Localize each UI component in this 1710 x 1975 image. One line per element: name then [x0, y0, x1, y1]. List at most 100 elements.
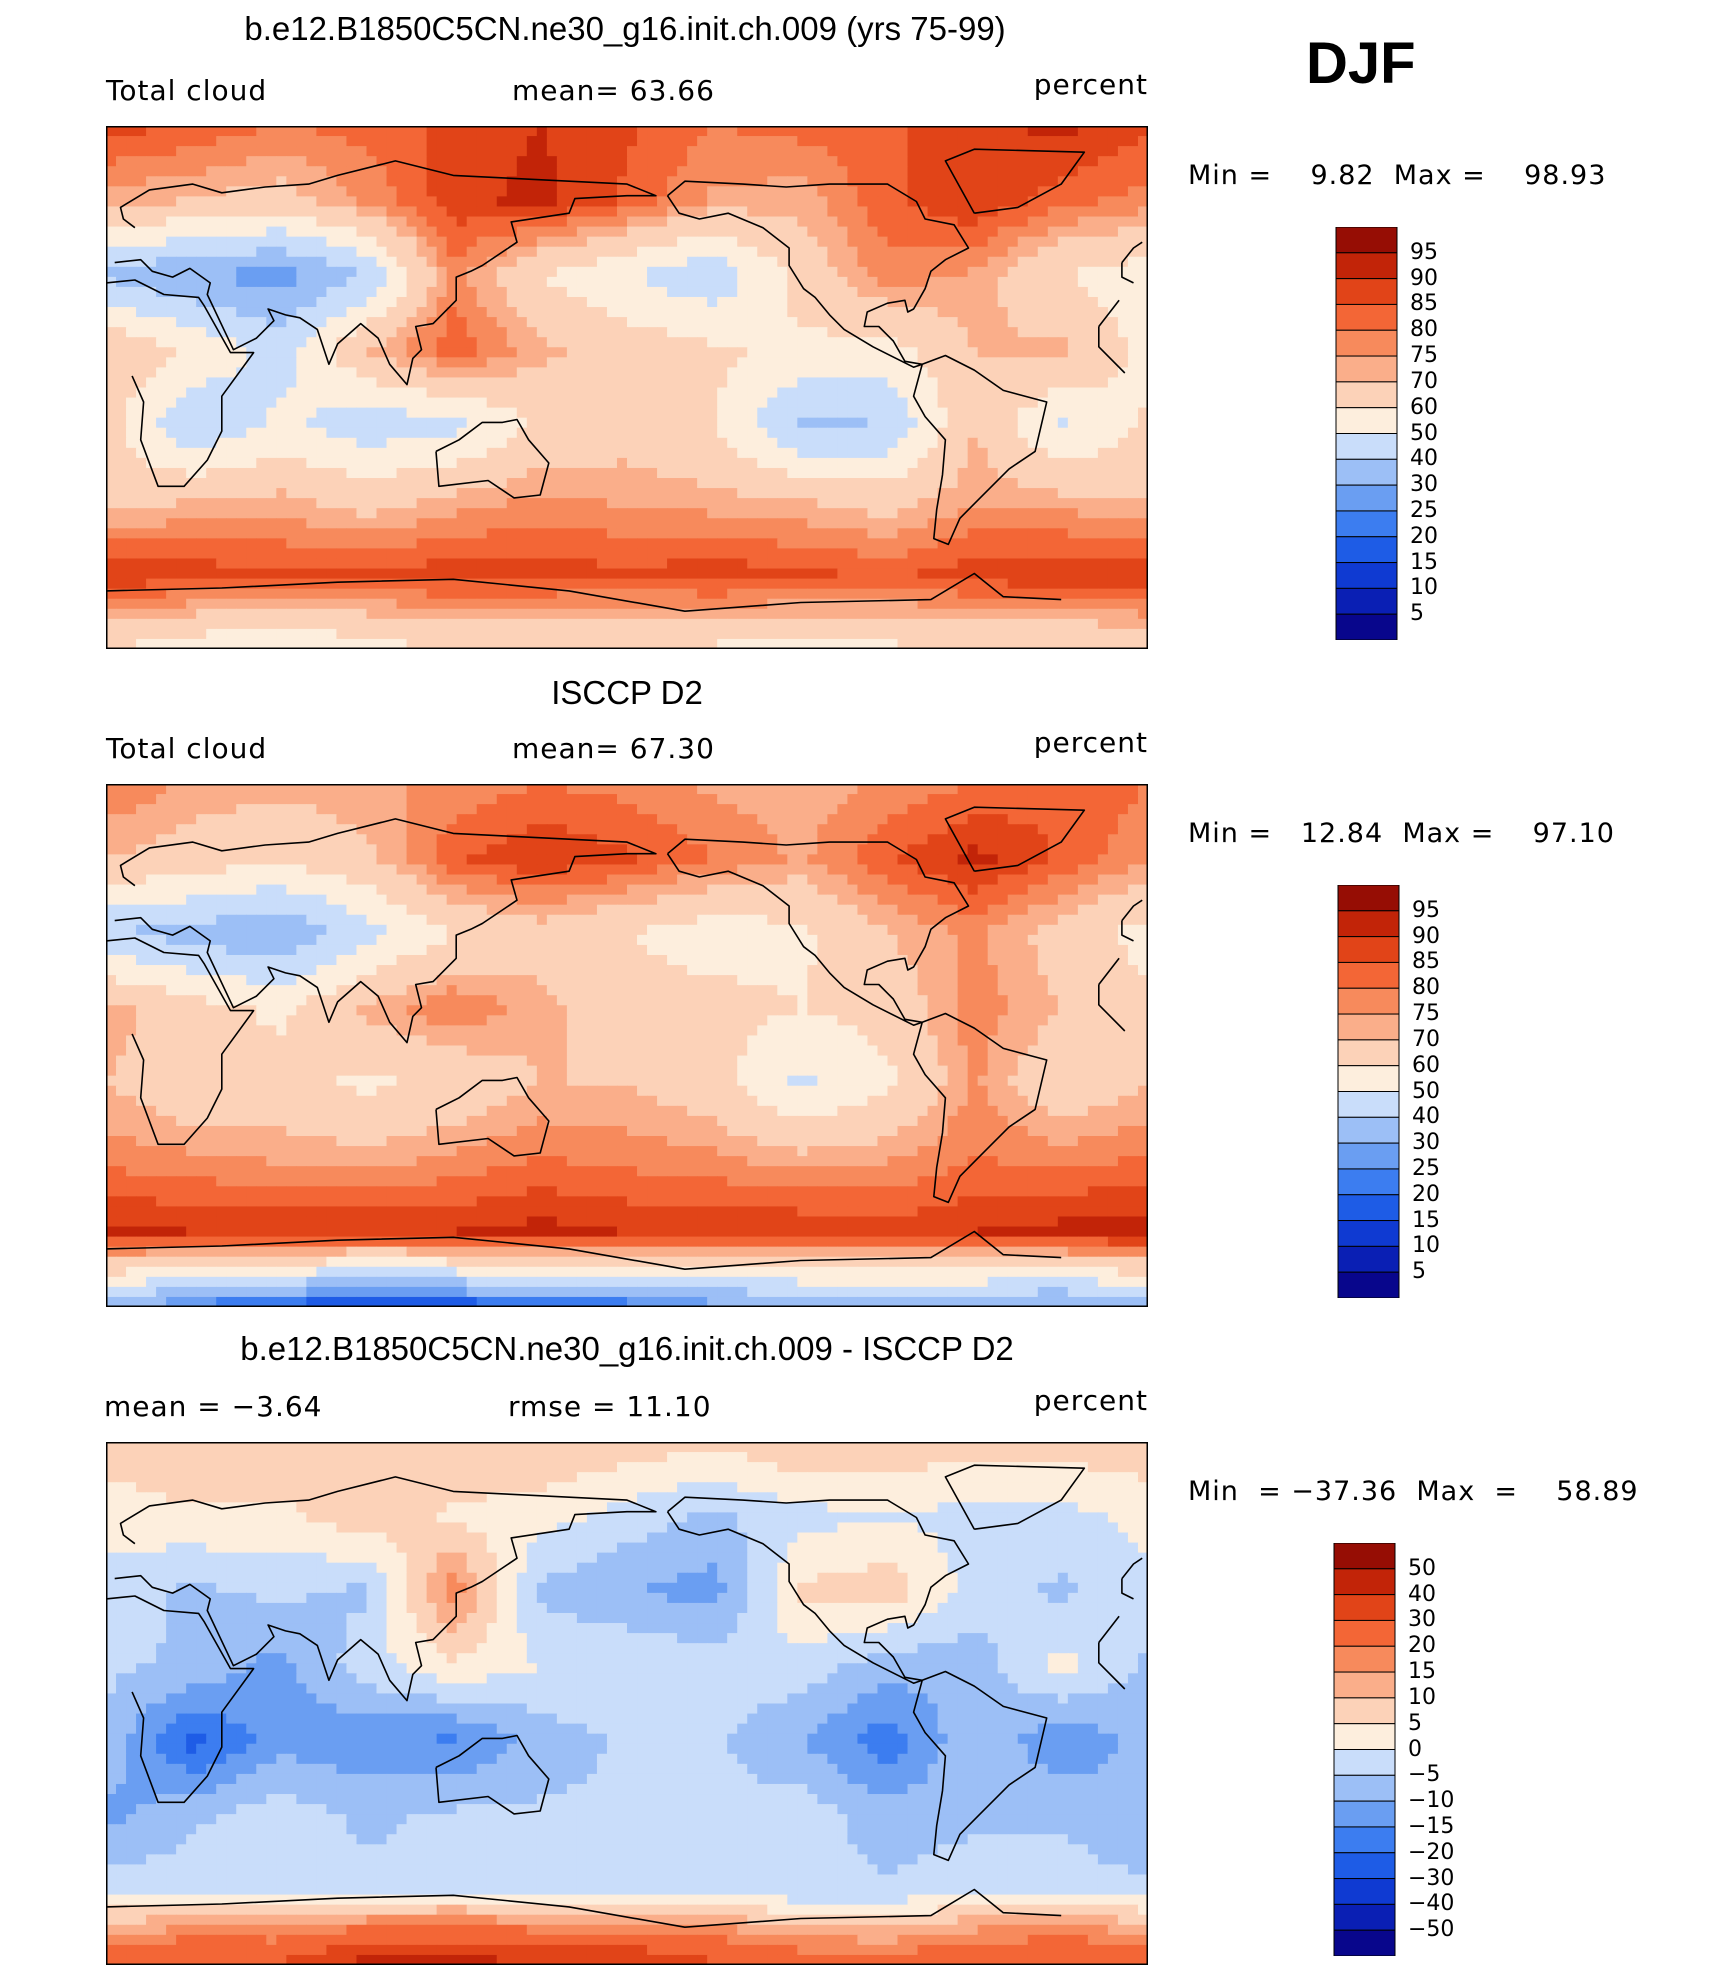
- heatmap-cell: [987, 508, 999, 519]
- heatmap-cell: [136, 256, 147, 268]
- heatmap-cell: [456, 226, 468, 238]
- heatmap-cell: [777, 156, 788, 167]
- heatmap-cell: [556, 166, 568, 177]
- heatmap-cell: [877, 256, 889, 268]
- heatmap-cell: [266, 166, 277, 177]
- heatmap-cell: [947, 206, 959, 218]
- heatmap-cell: [266, 347, 277, 358]
- heatmap-cell: [506, 437, 518, 449]
- heatmap-cell: [967, 437, 979, 449]
- heatmap-cell: [807, 467, 818, 479]
- heatmap-cell: [516, 166, 528, 177]
- heatmap-cell: [797, 286, 808, 298]
- heatmap-cell: [1097, 236, 1109, 248]
- heatmap-cell: [1087, 176, 1099, 187]
- heatmap-cell: [1017, 447, 1029, 459]
- heatmap-cell: [1087, 196, 1099, 208]
- heatmap-cell: [446, 226, 458, 238]
- heatmap-cell: [727, 357, 738, 368]
- heatmap-cell: [827, 367, 838, 379]
- heatmap-cell: [556, 236, 568, 248]
- heatmap-cell: [767, 186, 778, 198]
- heatmap-cell: [206, 417, 217, 429]
- heatmap-cell: [837, 246, 849, 258]
- heatmap-cell: [416, 347, 428, 358]
- heatmap-cell: [456, 296, 468, 308]
- heatmap-cell: [576, 286, 588, 298]
- heatmap-cell: [727, 276, 738, 288]
- heatmap-cell: [667, 588, 678, 600]
- heatmap-cell: [536, 397, 548, 409]
- heatmap-cell: [937, 307, 949, 318]
- heatmap-cell: [126, 548, 137, 560]
- heatmap-cell: [677, 447, 688, 459]
- heatmap-cell: [717, 528, 728, 539]
- heatmap-cell: [1137, 538, 1148, 550]
- heatmap-cell: [616, 417, 628, 429]
- heatmap-cell: [526, 246, 538, 258]
- heatmap-cell: [987, 126, 999, 137]
- heatmap-cell: [356, 407, 368, 419]
- heatmap-cell: [787, 488, 798, 499]
- heatmap-cell: [556, 327, 568, 338]
- heatmap-cell: [256, 286, 267, 298]
- heatmap-cell: [126, 397, 137, 409]
- heatmap-cell: [566, 447, 578, 459]
- heatmap-cell: [977, 246, 989, 258]
- heatmap-cell: [446, 136, 458, 147]
- heatmap-cell: [667, 417, 678, 429]
- heatmap-cell: [1117, 407, 1129, 419]
- heatmap-cell: [667, 488, 678, 499]
- heatmap-cell: [817, 347, 828, 358]
- heatmap-cell: [767, 176, 778, 187]
- heatmap-cell: [226, 276, 237, 288]
- heatmap-cell: [747, 377, 758, 389]
- heatmap-cell: [737, 437, 748, 449]
- heatmap-cell: [506, 226, 518, 238]
- heatmap-cell: [1127, 417, 1139, 429]
- heatmap-cell: [1037, 156, 1049, 167]
- heatmap-cell: [897, 437, 909, 449]
- heatmap-cell: [1097, 528, 1109, 539]
- heatmap-cell: [206, 357, 217, 368]
- heatmap-cell: [236, 548, 247, 560]
- heatmap-cell: [967, 256, 979, 268]
- heatmap-cell: [1027, 598, 1039, 610]
- heatmap-cell: [426, 457, 438, 469]
- heatmap-cell: [887, 417, 899, 429]
- heatmap-cell: [616, 578, 628, 590]
- heatmap-cell: [126, 216, 137, 228]
- heatmap-cell: [506, 447, 518, 459]
- heatmap-cell: [767, 286, 778, 298]
- heatmap-cell: [977, 256, 989, 268]
- heatmap-cell: [657, 347, 668, 358]
- heatmap-cell: [146, 528, 157, 539]
- heatmap-cell: [356, 578, 368, 590]
- heatmap-cell: [406, 437, 418, 449]
- heatmap-cell: [717, 478, 728, 489]
- heatmap-cell: [306, 317, 317, 328]
- heatmap-cell: [596, 578, 608, 590]
- heatmap-cell: [757, 156, 768, 167]
- heatmap-cell: [556, 347, 568, 358]
- heatmap-cell: [977, 548, 989, 560]
- heatmap-cell: [506, 337, 518, 348]
- heatmap-cell: [366, 337, 378, 348]
- heatmap-cell: [887, 478, 899, 489]
- heatmap-cell: [687, 156, 698, 167]
- heatmap-cell: [1007, 266, 1019, 278]
- heatmap-cell: [476, 236, 488, 248]
- heatmap-cell: [967, 276, 979, 288]
- heatmap-cell: [1117, 236, 1129, 248]
- heatmap-cell: [667, 236, 678, 248]
- heatmap-cell: [286, 226, 297, 238]
- heatmap-cell: [797, 186, 808, 198]
- heatmap-cell: [166, 407, 177, 419]
- heatmap-cell: [987, 176, 999, 187]
- heatmap-cell: [206, 206, 217, 218]
- heatmap-cell: [486, 538, 498, 550]
- heatmap-cell: [346, 266, 358, 278]
- heatmap-cell: [1037, 246, 1049, 258]
- heatmap-cell: [566, 548, 578, 560]
- heatmap-cell: [236, 588, 247, 600]
